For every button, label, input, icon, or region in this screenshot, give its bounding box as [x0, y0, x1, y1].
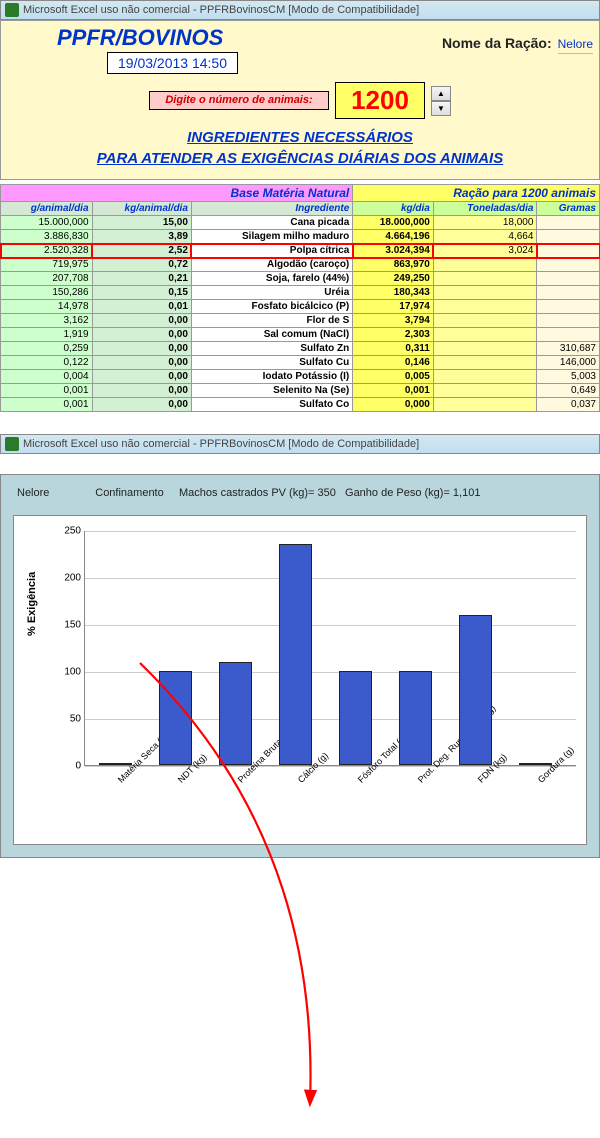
- chart-panel: Nelore Confinamento Machos castrados PV …: [0, 474, 600, 858]
- panel2-info: Nelore Confinamento Machos castrados PV …: [9, 483, 591, 511]
- app-title: PPFR/BOVINOS: [57, 25, 223, 51]
- section-title: INGREDIENTES NECESSÁRIOS PARA ATENDER AS…: [7, 127, 593, 169]
- datetime-box: 19/03/2013 14:50: [107, 52, 238, 74]
- bar: [399, 671, 432, 765]
- y-axis-title: % Exigência: [26, 572, 38, 636]
- table-row: 3.886,8303,89Silagem milho maduro4.664,1…: [1, 230, 600, 244]
- animais-label: Digite o número de animais:: [149, 91, 329, 109]
- table-row: 207,7080,21Soja, farelo (44%)249,250: [1, 272, 600, 286]
- col-3: kg/dia: [353, 202, 434, 216]
- y-tick: 100: [57, 667, 81, 678]
- table-row: 0,1220,00Sulfato Cu0,146146,000: [1, 356, 600, 370]
- bar: [519, 763, 552, 765]
- col-2: Ingrediente: [191, 202, 352, 216]
- chart-area: 050100150200250Matéria Seca (kg)NDT (kg)…: [84, 531, 576, 766]
- excel-titlebar-2: Microsoft Excel uso não comercial - PPFR…: [0, 434, 600, 454]
- y-tick: 200: [57, 573, 81, 584]
- th-racao: Ração para 1200 animais: [353, 185, 600, 202]
- nome-racao-label: Nome da Ração:: [442, 35, 552, 51]
- th-base: Base Matéria Natural: [1, 185, 353, 202]
- section-title-l1: INGREDIENTES NECESSÁRIOS: [7, 127, 593, 148]
- col-0: g/animal/dia: [1, 202, 93, 216]
- y-tick: 150: [57, 620, 81, 631]
- table-row: 719,9750,72Algodão (caroço)863,970: [1, 258, 600, 272]
- excel-titlebar-text: Microsoft Excel uso não comercial - PPFR…: [23, 4, 419, 16]
- table-row: 0,0010,00Selenito Na (Se)0,0010,649: [1, 384, 600, 398]
- spinner-down[interactable]: ▼: [431, 101, 451, 116]
- col-5: Gramas: [537, 202, 600, 216]
- table-row: 0,2590,00Sulfato Zn0,311310,687: [1, 342, 600, 356]
- ingredients-table: Base Matéria Natural Ração para 1200 ani…: [0, 184, 600, 412]
- table-row: 0,0010,00Sulfato Co0,0000,037: [1, 398, 600, 412]
- y-tick: 50: [57, 714, 81, 725]
- table-row: 1,9190,00Sal comum (NaCl)2,303: [1, 328, 600, 342]
- excel-icon: [5, 3, 19, 17]
- col-4: Toneladas/dia: [433, 202, 537, 216]
- bar: [159, 671, 192, 765]
- section-title-l2: PARA ATENDER AS EXIGÊNCIAS DIÁRIAS DOS A…: [7, 148, 593, 169]
- bar: [99, 763, 132, 765]
- table-row: 2.520,3282,52Polpa cítrica3.024,3943,024: [1, 244, 600, 258]
- table-row: 3,1620,00Flor de S3,794: [1, 314, 600, 328]
- table-row: 0,0040,00Iodato Potássio (I)0,0055,003: [1, 370, 600, 384]
- header-panel: PPFR/BOVINOS Nome da Ração: Nelore 19/03…: [0, 20, 600, 180]
- bar: [339, 671, 372, 765]
- nome-racao-value: Nelore: [558, 37, 593, 54]
- bar: [219, 662, 252, 765]
- excel-titlebar: Microsoft Excel uso não comercial - PPFR…: [0, 0, 600, 20]
- animais-spinner[interactable]: ▲ ▼: [431, 86, 451, 116]
- animais-input[interactable]: 1200: [335, 82, 425, 119]
- y-tick: 0: [57, 761, 81, 772]
- spinner-up[interactable]: ▲: [431, 86, 451, 101]
- bar: [459, 615, 492, 765]
- excel-titlebar-text-2: Microsoft Excel uso não comercial - PPFR…: [23, 438, 419, 450]
- x-tick: Gordura (g): [536, 745, 569, 778]
- y-tick: 250: [57, 526, 81, 537]
- bar: [279, 544, 312, 765]
- table-row: 15.000,00015,00Cana picada18.000,00018,0…: [1, 216, 600, 230]
- table-row: 150,2860,15Uréia180,343: [1, 286, 600, 300]
- table-row: 14,9780,01Fosfato bicálcico (P)17,974: [1, 300, 600, 314]
- excel-icon: [5, 437, 19, 451]
- chart-wrap: % Exigência 050100150200250Matéria Seca …: [13, 515, 587, 845]
- col-1: kg/animal/dia: [92, 202, 191, 216]
